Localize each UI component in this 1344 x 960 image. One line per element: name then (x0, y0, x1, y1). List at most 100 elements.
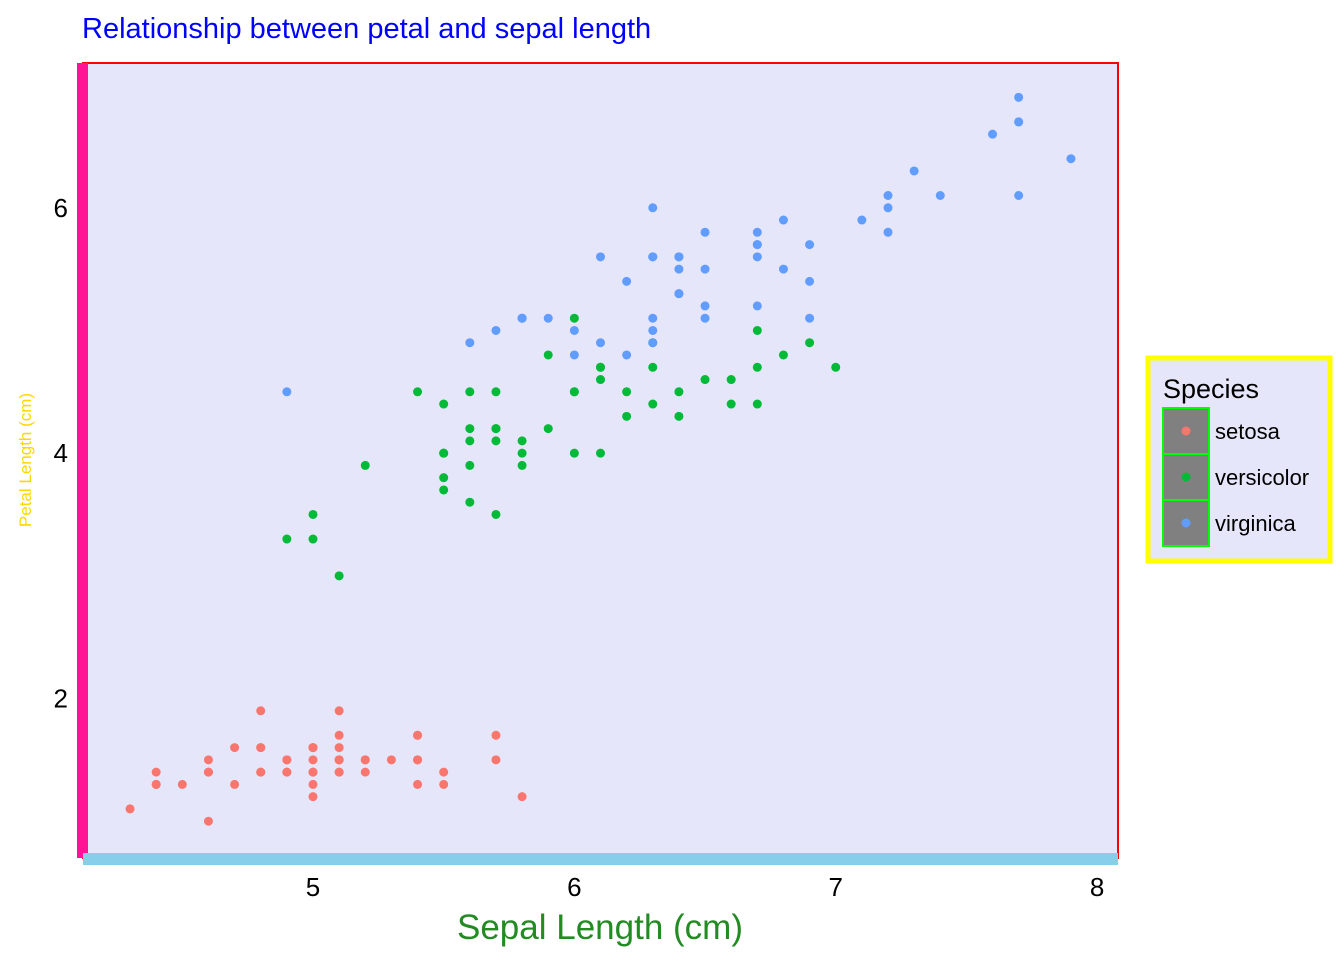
point-setosa (491, 755, 501, 765)
y-tick-label: 6 (54, 193, 68, 223)
point-setosa (308, 767, 318, 777)
point-setosa (282, 767, 292, 777)
point-versicolor (413, 387, 423, 397)
point-setosa (125, 804, 135, 814)
point-versicolor (465, 460, 475, 470)
point-virginica (648, 203, 658, 213)
point-setosa (256, 767, 266, 777)
point-virginica (700, 301, 710, 311)
point-setosa (360, 755, 370, 765)
point-versicolor (674, 387, 684, 397)
point-virginica (674, 264, 684, 274)
point-virginica (857, 215, 867, 225)
point-versicolor (726, 375, 736, 385)
point-virginica (935, 191, 945, 200)
point-versicolor (752, 399, 762, 409)
plot-panel (82, 62, 1119, 859)
point-setosa (308, 743, 318, 753)
point-virginica (622, 276, 632, 286)
point-versicolor (622, 411, 632, 421)
point-virginica (1014, 92, 1024, 102)
point-versicolor (752, 325, 762, 335)
point-versicolor (517, 460, 527, 470)
point-virginica (569, 350, 579, 360)
point-versicolor (752, 362, 762, 372)
legend-label: versicolor (1215, 465, 1309, 490)
legend-label: virginica (1215, 511, 1296, 536)
point-versicolor (308, 509, 318, 519)
point-virginica (883, 203, 893, 213)
point-virginica (1066, 154, 1076, 164)
point-setosa (334, 767, 344, 777)
point-virginica (517, 313, 527, 323)
point-setosa (203, 767, 213, 777)
point-virginica (883, 227, 893, 237)
legend-item-versicolor: versicolor (1162, 453, 1309, 501)
point-versicolor (674, 411, 684, 421)
point-versicolor (543, 350, 553, 360)
x-tick-label: 5 (306, 872, 320, 902)
point-virginica (988, 129, 998, 139)
chart-title: Relationship between petal and sepal len… (82, 13, 651, 45)
point-virginica (596, 252, 605, 262)
x-tick-label: 6 (567, 872, 581, 902)
point-virginica (282, 387, 292, 397)
point-versicolor (517, 448, 527, 458)
point-virginica (674, 289, 684, 299)
point-virginica (752, 227, 762, 237)
point-setosa (230, 779, 240, 789)
point-virginica (805, 313, 815, 323)
point-versicolor (569, 448, 579, 458)
point-setosa (151, 767, 161, 777)
point-setosa (413, 779, 423, 789)
point-versicolor (805, 338, 815, 348)
legend-items: setosa versicolor virginica (1162, 407, 1309, 547)
legend-title: Species (1163, 374, 1259, 404)
point-virginica (778, 264, 788, 274)
point-versicolor (622, 387, 632, 397)
point-versicolor (491, 509, 501, 519)
y-tick-labels: 2 4 6 (54, 193, 68, 714)
y-axis-line (77, 63, 88, 858)
x-tick-label: 8 (1090, 872, 1104, 902)
point-virginica (648, 338, 658, 348)
legend-item-virginica: virginica (1162, 499, 1296, 547)
point-virginica (752, 240, 762, 250)
point-virginica (491, 325, 501, 335)
point-versicolor (491, 424, 501, 434)
point-virginica (1014, 191, 1024, 200)
point-virginica (1014, 117, 1024, 127)
point-versicolor (308, 534, 318, 544)
point-virginica (465, 338, 475, 348)
point-setosa (308, 792, 318, 802)
point-virginica (700, 264, 710, 274)
point-versicolor (465, 387, 475, 397)
point-versicolor (648, 362, 658, 372)
x-tick-labels: 5 6 7 8 (306, 872, 1105, 902)
point-setosa (334, 743, 344, 753)
point-setosa (151, 779, 161, 789)
point-versicolor (439, 399, 449, 409)
point-setosa (334, 730, 344, 740)
y-tick-label: 4 (54, 438, 68, 468)
point-virginica (805, 240, 815, 250)
point-versicolor (648, 399, 658, 409)
point-setosa (413, 730, 423, 740)
point-setosa (308, 755, 318, 765)
point-setosa (282, 755, 292, 765)
point-virginica (700, 227, 710, 237)
point-virginica (909, 166, 919, 176)
x-axis-label: Sepal Length (cm) (457, 908, 743, 947)
legend-marker (1181, 518, 1191, 528)
point-virginica (648, 252, 658, 262)
y-axis-label: Petal Length (cm) (16, 393, 35, 527)
point-virginica (674, 252, 684, 262)
point-virginica (752, 252, 762, 262)
point-virginica (752, 301, 762, 311)
point-versicolor (569, 313, 579, 323)
point-setosa (230, 743, 240, 753)
point-setosa (386, 755, 396, 765)
y-tick-label: 2 (54, 684, 68, 714)
point-setosa (256, 743, 266, 753)
